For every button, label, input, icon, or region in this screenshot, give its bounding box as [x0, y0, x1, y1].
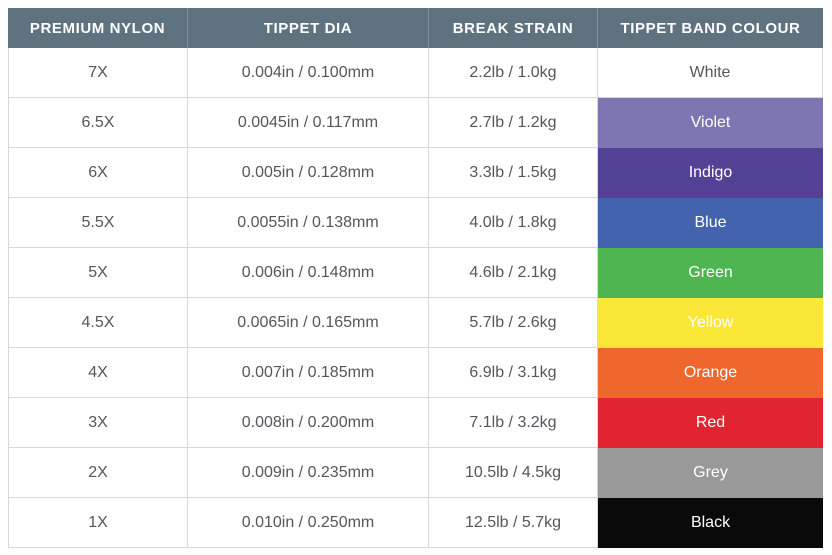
- cell-band-colour: Indigo: [598, 148, 823, 198]
- column-header-premium-nylon: PREMIUM NYLON: [8, 8, 188, 48]
- tippet-spec-table: PREMIUM NYLON TIPPET DIA BREAK STRAIN TI…: [8, 8, 823, 548]
- cell-diameter: 0.010in / 0.250mm: [188, 498, 429, 548]
- column-header-tippet-band-colour: TIPPET BAND COLOUR: [598, 8, 823, 48]
- cell-size: 6X: [8, 148, 188, 198]
- table-row: 5X 0.006in / 0.148mm 4.6lb / 2.1kg Green: [8, 248, 823, 298]
- cell-band-colour: Red: [598, 398, 823, 448]
- cell-diameter: 0.007in / 0.185mm: [188, 348, 429, 398]
- cell-break-strain: 2.7lb / 1.2kg: [429, 98, 598, 148]
- cell-diameter: 0.0045in / 0.117mm: [188, 98, 429, 148]
- cell-size: 1X: [8, 498, 188, 548]
- cell-band-colour: Green: [598, 248, 823, 298]
- table-row: 5.5X 0.0055in / 0.138mm 4.0lb / 1.8kg Bl…: [8, 198, 823, 248]
- cell-size: 6.5X: [8, 98, 188, 148]
- cell-break-strain: 12.5lb / 5.7kg: [429, 498, 598, 548]
- table-row: 6.5X 0.0045in / 0.117mm 2.7lb / 1.2kg Vi…: [8, 98, 823, 148]
- cell-break-strain: 5.7lb / 2.6kg: [429, 298, 598, 348]
- cell-break-strain: 2.2lb / 1.0kg: [429, 48, 598, 98]
- cell-diameter: 0.009in / 0.235mm: [188, 448, 429, 498]
- cell-size: 3X: [8, 398, 188, 448]
- column-header-break-strain: BREAK STRAIN: [429, 8, 598, 48]
- cell-diameter: 0.0055in / 0.138mm: [188, 198, 429, 248]
- cell-band-colour: Violet: [598, 98, 823, 148]
- cell-diameter: 0.0065in / 0.165mm: [188, 298, 429, 348]
- cell-size: 4.5X: [8, 298, 188, 348]
- cell-size: 2X: [8, 448, 188, 498]
- cell-diameter: 0.005in / 0.128mm: [188, 148, 429, 198]
- table-row: 6X 0.005in / 0.128mm 3.3lb / 1.5kg Indig…: [8, 148, 823, 198]
- cell-size: 5X: [8, 248, 188, 298]
- table-row: 3X 0.008in / 0.200mm 7.1lb / 3.2kg Red: [8, 398, 823, 448]
- cell-break-strain: 7.1lb / 3.2kg: [429, 398, 598, 448]
- cell-break-strain: 4.0lb / 1.8kg: [429, 198, 598, 248]
- table-row: 4.5X 0.0065in / 0.165mm 5.7lb / 2.6kg Ye…: [8, 298, 823, 348]
- table-row: 7X 0.004in / 0.100mm 2.2lb / 1.0kg White: [8, 48, 823, 98]
- column-header-tippet-dia: TIPPET DIA: [188, 8, 429, 48]
- cell-break-strain: 4.6lb / 2.1kg: [429, 248, 598, 298]
- cell-diameter: 0.008in / 0.200mm: [188, 398, 429, 448]
- cell-diameter: 0.004in / 0.100mm: [188, 48, 429, 98]
- cell-size: 5.5X: [8, 198, 188, 248]
- cell-size: 4X: [8, 348, 188, 398]
- cell-break-strain: 10.5lb / 4.5kg: [429, 448, 598, 498]
- cell-band-colour: Blue: [598, 198, 823, 248]
- table-row: 2X 0.009in / 0.235mm 10.5lb / 4.5kg Grey: [8, 448, 823, 498]
- table-row: 1X 0.010in / 0.250mm 12.5lb / 5.7kg Blac…: [8, 498, 823, 548]
- cell-size: 7X: [8, 48, 188, 98]
- cell-band-colour: Orange: [598, 348, 823, 398]
- cell-band-colour: White: [598, 48, 823, 98]
- cell-band-colour: Yellow: [598, 298, 823, 348]
- cell-break-strain: 6.9lb / 3.1kg: [429, 348, 598, 398]
- cell-band-colour: Grey: [598, 448, 823, 498]
- cell-diameter: 0.006in / 0.148mm: [188, 248, 429, 298]
- cell-band-colour: Black: [598, 498, 823, 548]
- table-header-row: PREMIUM NYLON TIPPET DIA BREAK STRAIN TI…: [8, 8, 823, 48]
- cell-break-strain: 3.3lb / 1.5kg: [429, 148, 598, 198]
- table-row: 4X 0.007in / 0.185mm 6.9lb / 3.1kg Orang…: [8, 348, 823, 398]
